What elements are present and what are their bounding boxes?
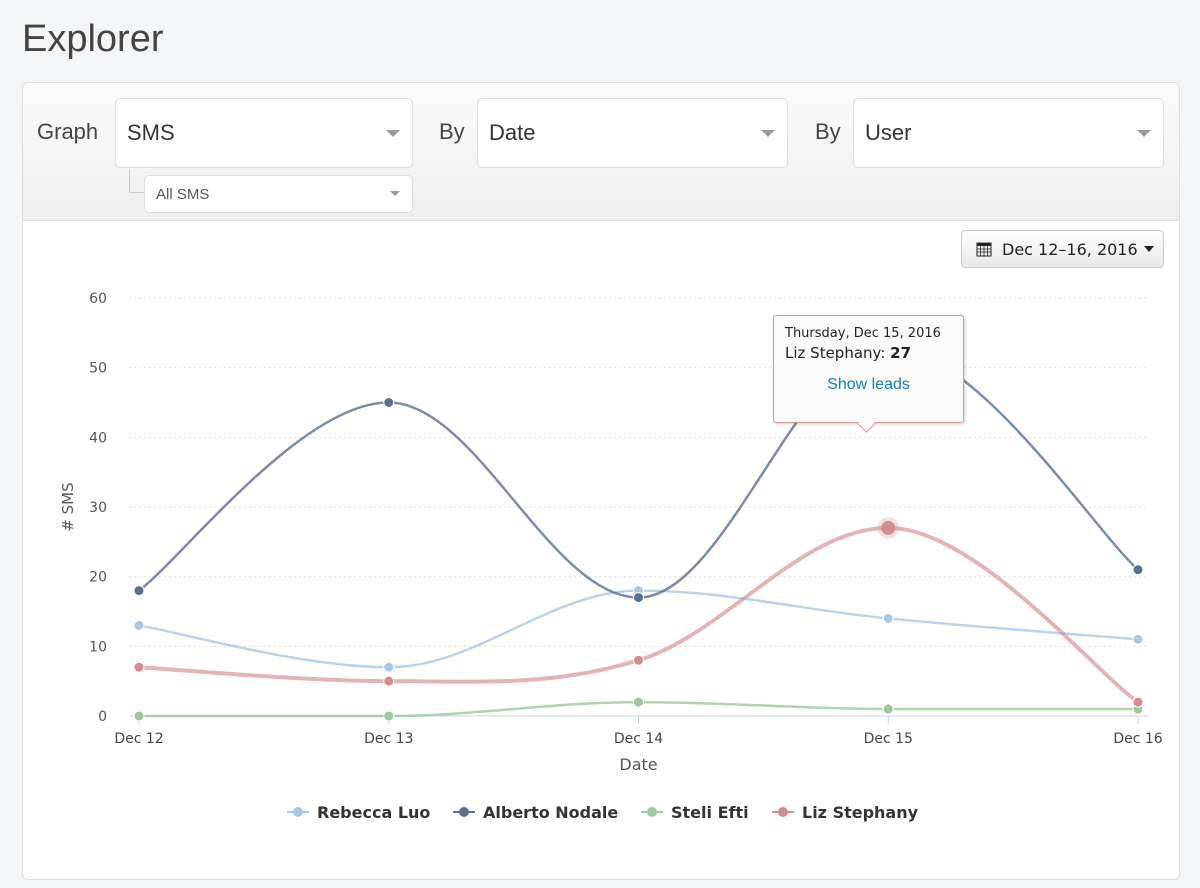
y-axis-title: # SMS bbox=[59, 482, 77, 531]
sms-type-select[interactable]: All SMS bbox=[144, 175, 413, 213]
chevron-down-icon bbox=[761, 130, 775, 137]
data-point bbox=[383, 675, 395, 687]
graph-select[interactable]: SMS bbox=[115, 98, 413, 168]
tooltip-value-line: Liz Stephany: 27 bbox=[785, 344, 912, 362]
y-tick-label: 40 bbox=[89, 430, 107, 446]
legend-item[interactable]: Alberto Nodale bbox=[483, 803, 618, 822]
legend-item[interactable]: Rebecca Luo bbox=[317, 803, 430, 822]
x-tick-label: Dec 14 bbox=[614, 731, 663, 747]
data-point bbox=[383, 397, 395, 408]
data-point bbox=[1132, 633, 1144, 645]
legend-item[interactable]: Liz Stephany bbox=[802, 803, 919, 822]
data-point bbox=[1132, 564, 1144, 576]
y-tick-label: 30 bbox=[89, 500, 107, 516]
tooltip-series: Liz Stephany bbox=[785, 344, 881, 362]
date-range-button[interactable]: Dec 12–16, 2016 bbox=[961, 230, 1164, 268]
group-by-value: Date bbox=[489, 120, 536, 145]
y-tick-label: 20 bbox=[89, 570, 107, 586]
legend-marker bbox=[459, 807, 469, 817]
legend-marker bbox=[293, 807, 303, 817]
tooltip-value: 27 bbox=[890, 344, 912, 362]
x-tick-label: Dec 13 bbox=[364, 731, 413, 747]
by-label: By bbox=[439, 119, 465, 144]
data-point bbox=[383, 661, 395, 673]
show-leads-link[interactable]: Show leads bbox=[827, 376, 910, 393]
x-axis-title: Date bbox=[619, 755, 657, 774]
data-point bbox=[133, 585, 145, 597]
y-tick-label: 10 bbox=[89, 639, 107, 655]
calendar-icon bbox=[976, 242, 992, 257]
x-tick-label: Dec 16 bbox=[1113, 731, 1162, 747]
legend-marker bbox=[647, 807, 657, 817]
data-point bbox=[881, 520, 896, 535]
data-point bbox=[633, 654, 644, 666]
split-by-select[interactable]: User bbox=[853, 98, 1164, 168]
data-point bbox=[133, 619, 145, 631]
data-point bbox=[383, 710, 395, 722]
data-point bbox=[133, 710, 145, 722]
tooltip-date: Thursday, Dec 15, 2016 bbox=[785, 326, 941, 341]
legend-item[interactable]: Steli Efti bbox=[671, 803, 749, 822]
data-point bbox=[633, 592, 644, 604]
x-tick-label: Dec 12 bbox=[114, 731, 163, 747]
data-point bbox=[1132, 696, 1144, 708]
data-point bbox=[133, 661, 145, 673]
page-title: Explorer bbox=[22, 18, 164, 60]
chevron-down-icon bbox=[1137, 130, 1151, 137]
toolbar: Graph SMS All SMS By Date By User bbox=[23, 83, 1179, 221]
tooltip: Thursday, Dec 15, 2016 Liz Stephany: 27 … bbox=[773, 315, 964, 423]
graph-select-value: SMS bbox=[127, 120, 175, 145]
split-by-value: User bbox=[865, 120, 912, 145]
y-tick-label: 0 bbox=[98, 709, 107, 725]
y-tick-label: 50 bbox=[89, 361, 107, 377]
explorer-panel: Graph SMS All SMS By Date By User Dec 12… bbox=[22, 82, 1180, 880]
x-tick-label: Dec 15 bbox=[864, 731, 913, 747]
chevron-down-icon bbox=[386, 130, 400, 137]
y-tick-label: 60 bbox=[89, 291, 107, 307]
by-label-2: By bbox=[815, 119, 841, 144]
data-point bbox=[882, 612, 894, 624]
legend-marker bbox=[778, 807, 788, 817]
series-line-liz-stephany bbox=[138, 525, 1140, 704]
caret-down-icon bbox=[1143, 246, 1154, 252]
date-range-value: Dec 12–16, 2016 bbox=[1002, 239, 1138, 259]
graph-label: Graph bbox=[37, 119, 99, 144]
data-point bbox=[882, 703, 894, 715]
data-point bbox=[633, 696, 644, 708]
sms-type-value: All SMS bbox=[156, 185, 210, 203]
series-line-alberto-nodale bbox=[138, 345, 1139, 599]
chevron-down-icon bbox=[390, 191, 400, 196]
connector bbox=[129, 169, 144, 193]
group-by-select[interactable]: Date bbox=[477, 98, 788, 168]
